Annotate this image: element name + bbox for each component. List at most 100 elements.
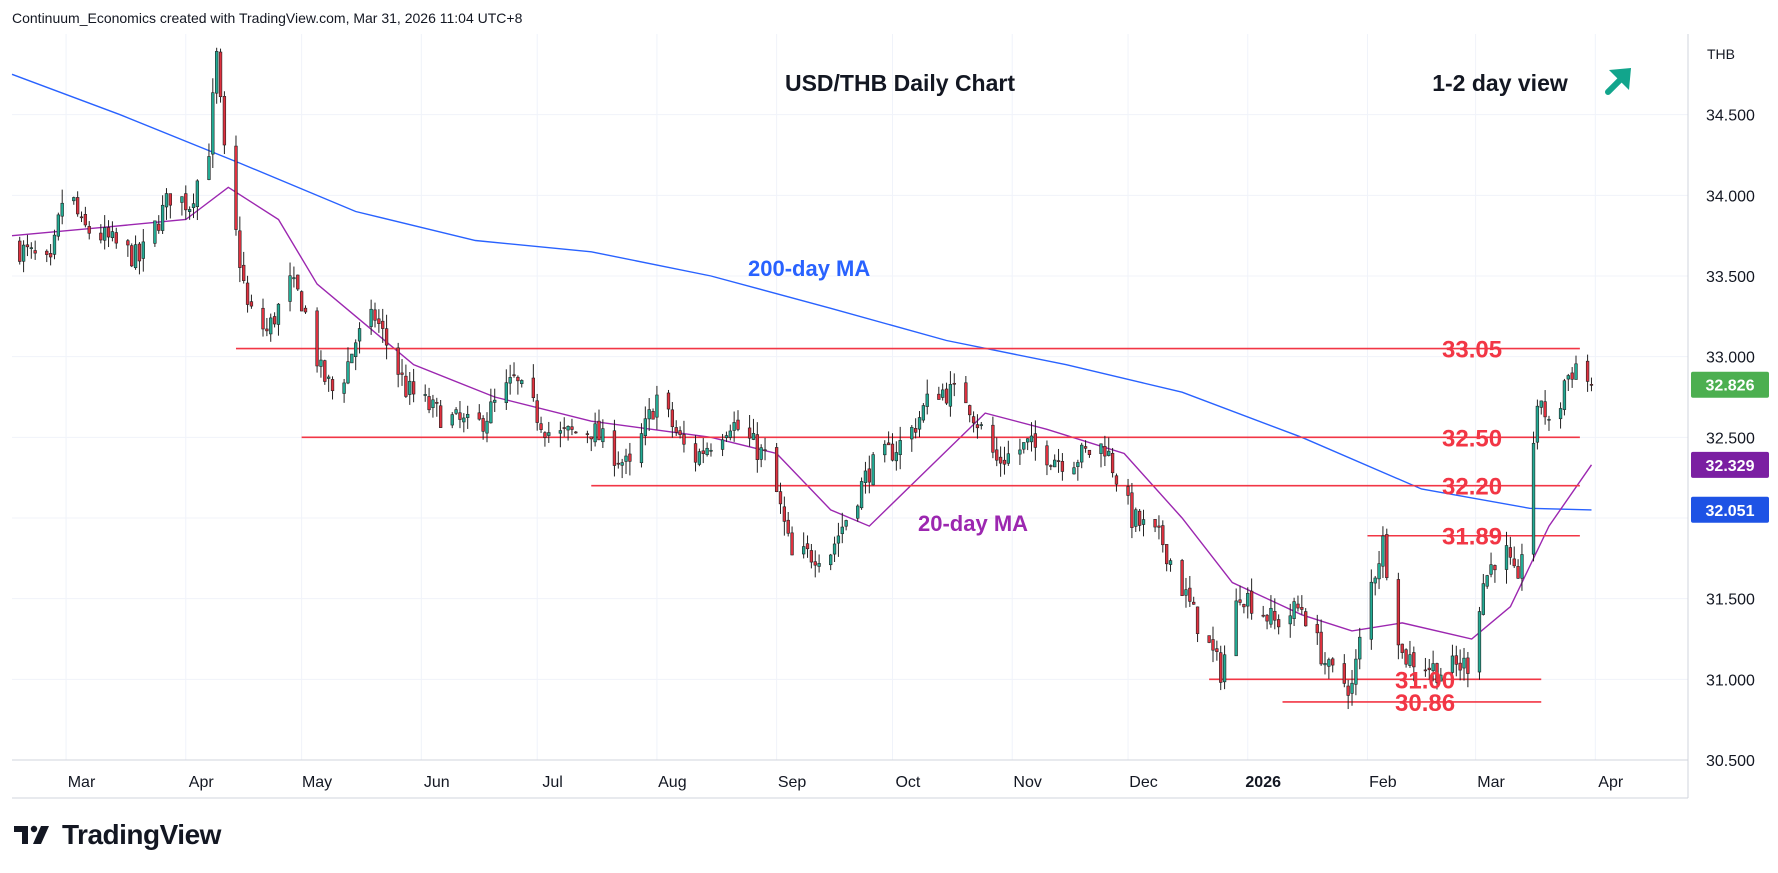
candle[interactable] [1566, 373, 1570, 392]
candle[interactable] [817, 554, 821, 573]
candle[interactable] [1110, 447, 1115, 478]
candle[interactable] [1516, 559, 1520, 579]
candle[interactable] [215, 47, 219, 104]
candle[interactable] [1188, 576, 1192, 607]
candle[interactable] [968, 404, 972, 423]
candle[interactable] [299, 290, 304, 312]
candle[interactable] [1427, 658, 1431, 681]
candle[interactable] [543, 431, 547, 447]
candle[interactable] [531, 364, 535, 402]
candle[interactable] [238, 216, 242, 283]
candle[interactable] [1323, 652, 1327, 675]
candle[interactable] [647, 398, 651, 431]
candle[interactable] [1543, 390, 1547, 425]
candle[interactable] [1215, 640, 1219, 661]
candle[interactable] [643, 406, 647, 446]
candle[interactable] [1157, 515, 1161, 540]
candle[interactable] [1462, 647, 1466, 681]
candle[interactable] [1373, 575, 1377, 596]
candle[interactable] [1018, 438, 1022, 465]
candle[interactable] [655, 385, 659, 430]
ma200-line[interactable] [11, 73, 1592, 511]
candle[interactable] [427, 387, 431, 414]
candle[interactable] [384, 314, 389, 360]
candle[interactable] [763, 437, 767, 461]
candle[interactable] [724, 431, 729, 443]
candle[interactable] [458, 400, 462, 429]
candle[interactable] [234, 135, 238, 236]
candle[interactable] [381, 308, 385, 343]
candle[interactable] [1261, 605, 1265, 618]
candle[interactable] [1466, 651, 1470, 688]
candle[interactable] [1304, 608, 1308, 627]
candle[interactable] [856, 504, 860, 522]
candle[interactable] [1296, 595, 1300, 612]
candle[interactable] [504, 369, 508, 410]
candle[interactable] [411, 368, 416, 403]
candle[interactable] [883, 440, 887, 463]
candle[interactable] [1300, 595, 1304, 615]
candle[interactable] [516, 375, 520, 395]
candle[interactable] [890, 433, 895, 462]
candle[interactable] [222, 91, 227, 155]
candle[interactable] [435, 397, 439, 417]
candle[interactable] [1319, 619, 1323, 666]
candle[interactable] [269, 313, 273, 342]
candle[interactable] [593, 412, 597, 447]
candle[interactable] [1141, 509, 1146, 537]
candle[interactable] [1242, 603, 1246, 614]
candle[interactable] [558, 421, 563, 448]
candle[interactable] [651, 408, 655, 420]
candle[interactable] [913, 418, 918, 439]
candle[interactable] [782, 496, 787, 536]
candle[interactable] [130, 243, 134, 268]
candle[interactable] [1222, 645, 1227, 690]
candle[interactable] [1412, 646, 1416, 682]
candle[interactable] [72, 196, 76, 205]
candle[interactable] [1153, 519, 1157, 533]
candle[interactable] [1450, 644, 1455, 680]
candle[interactable] [133, 235, 138, 270]
candle[interactable] [1273, 598, 1277, 630]
candle[interactable] [1477, 606, 1482, 680]
candle[interactable] [481, 415, 485, 440]
candle[interactable] [79, 211, 84, 223]
candle[interactable] [1346, 679, 1350, 710]
candle[interactable] [373, 302, 377, 328]
candle[interactable] [747, 415, 752, 447]
candle[interactable] [431, 394, 435, 418]
candle[interactable] [211, 78, 215, 168]
candle[interactable] [547, 421, 551, 443]
candle[interactable] [925, 379, 929, 415]
candle[interactable] [1574, 355, 1578, 380]
candle[interactable] [1458, 649, 1462, 681]
candle[interactable] [1485, 574, 1489, 589]
candle[interactable] [844, 519, 848, 531]
candle[interactable] [423, 384, 427, 402]
candle[interactable] [670, 401, 675, 438]
candle[interactable] [1288, 603, 1292, 638]
candle[interactable] [1238, 585, 1242, 606]
candle[interactable] [790, 526, 794, 556]
candle[interactable] [886, 431, 891, 446]
candle[interactable] [1161, 520, 1165, 553]
candle[interactable] [357, 322, 362, 354]
candle[interactable] [83, 206, 88, 228]
candle[interactable] [1056, 448, 1061, 473]
candle[interactable] [1107, 437, 1111, 457]
candle[interactable] [462, 413, 466, 433]
candle[interactable] [624, 448, 628, 475]
candle[interactable] [1025, 438, 1030, 451]
candle[interactable] [327, 374, 331, 392]
candle[interactable] [720, 433, 725, 457]
candle[interactable] [562, 417, 566, 437]
candle[interactable] [1489, 552, 1493, 578]
candle[interactable] [342, 378, 346, 403]
candle[interactable] [601, 419, 605, 448]
candle[interactable] [1385, 528, 1389, 581]
candle[interactable] [1454, 645, 1458, 677]
candle[interactable] [805, 535, 810, 558]
candle[interactable] [1045, 440, 1049, 476]
candle[interactable] [941, 383, 945, 401]
